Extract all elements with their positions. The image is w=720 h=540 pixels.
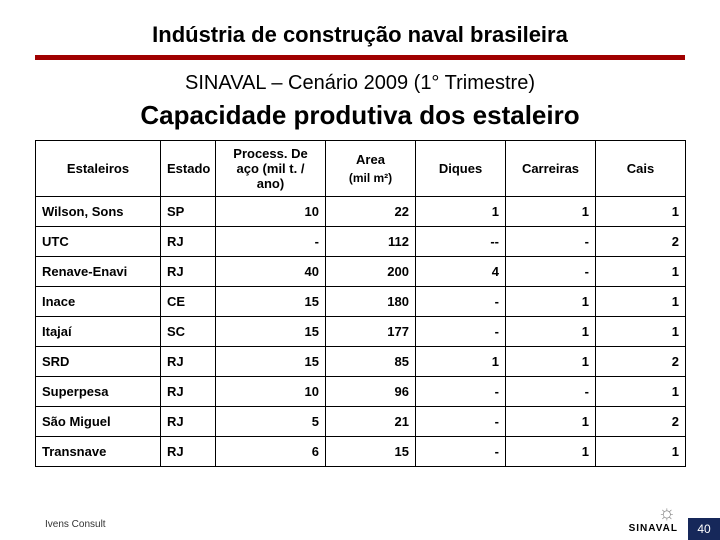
table-cell: 1	[506, 317, 596, 347]
table-row: Renave-EnaviRJ402004-1	[36, 257, 686, 287]
table-cell: -	[416, 437, 506, 467]
capacity-table: Estaleiros Estado Process. De aço (mil t…	[35, 140, 685, 467]
footer-author: Ivens Consult	[45, 519, 106, 530]
table-cell: 1	[596, 437, 686, 467]
table-cell: 15	[326, 437, 416, 467]
table-row: SuperpesaRJ1096--1	[36, 377, 686, 407]
table-cell: 1	[416, 347, 506, 377]
table-row: Wilson, SonsSP1022111	[36, 197, 686, 227]
table-cell: -	[506, 257, 596, 287]
slide-subtitle-2: Capacidade produtiva dos estaleiro	[0, 100, 720, 131]
table-cell: Transnave	[36, 437, 161, 467]
table-cell: 15	[216, 317, 326, 347]
table-cell: 22	[326, 197, 416, 227]
table-cell: 1	[596, 317, 686, 347]
col-estaleiros: Estaleiros	[36, 141, 161, 197]
table-cell: 15	[216, 287, 326, 317]
col-carreiras: Carreiras	[506, 141, 596, 197]
table-cell: -	[416, 287, 506, 317]
table-cell: RJ	[161, 347, 216, 377]
table-cell: 2	[596, 407, 686, 437]
table-cell: 85	[326, 347, 416, 377]
sun-icon: ☼	[658, 502, 676, 525]
table-cell: 1	[506, 407, 596, 437]
table-cell: 180	[326, 287, 416, 317]
table-cell: 15	[216, 347, 326, 377]
table-cell: 1	[416, 197, 506, 227]
table-row: TransnaveRJ615-11	[36, 437, 686, 467]
table-cell: SRD	[36, 347, 161, 377]
slide-title: Indústria de construção naval brasileira	[0, 22, 720, 48]
table-cell: 5	[216, 407, 326, 437]
table-cell: 10	[216, 377, 326, 407]
table-cell: SC	[161, 317, 216, 347]
table-cell: 112	[326, 227, 416, 257]
table-cell: RJ	[161, 377, 216, 407]
table-row: UTCRJ-112---2	[36, 227, 686, 257]
table-cell: -	[416, 317, 506, 347]
table-cell: 10	[216, 197, 326, 227]
table-cell: 4	[416, 257, 506, 287]
col-area: Area (mil m²)	[326, 141, 416, 197]
footer-logo: ☼ SINAVAL	[604, 504, 678, 534]
table-cell: Inace	[36, 287, 161, 317]
table-cell: SP	[161, 197, 216, 227]
col-estado: Estado	[161, 141, 216, 197]
table-cell: 177	[326, 317, 416, 347]
table-cell: 1	[506, 347, 596, 377]
divider-bar	[35, 55, 685, 60]
table-cell: 40	[216, 257, 326, 287]
table-cell: RJ	[161, 407, 216, 437]
table-cell: -	[416, 407, 506, 437]
table-cell: 200	[326, 257, 416, 287]
table-cell: Superpesa	[36, 377, 161, 407]
table-cell: 1	[506, 437, 596, 467]
table-cell: 96	[326, 377, 416, 407]
table-cell: --	[416, 227, 506, 257]
col-cais: Cais	[596, 141, 686, 197]
table-row: ItajaíSC15177-11	[36, 317, 686, 347]
slide-subtitle-1: SINAVAL – Cenário 2009 (1° Trimestre)	[0, 72, 720, 95]
table-row: São MiguelRJ521-12	[36, 407, 686, 437]
table-cell: São Miguel	[36, 407, 161, 437]
table-cell: -	[506, 377, 596, 407]
table-cell: RJ	[161, 227, 216, 257]
table-cell: -	[506, 227, 596, 257]
table-row: InaceCE15180-11	[36, 287, 686, 317]
table-cell: 1	[506, 287, 596, 317]
table-cell: 1	[596, 197, 686, 227]
table-cell: 1	[596, 377, 686, 407]
table-cell: 1	[506, 197, 596, 227]
table-cell: Renave-Enavi	[36, 257, 161, 287]
col-process: Process. De aço (mil t. / ano)	[216, 141, 326, 197]
page-number-badge: 40	[688, 518, 720, 540]
table-cell: 2	[596, 347, 686, 377]
table-cell: 1	[596, 287, 686, 317]
table-row: SRDRJ1585112	[36, 347, 686, 377]
footer-brand: SINAVAL	[629, 523, 678, 534]
table-cell: UTC	[36, 227, 161, 257]
table-header-row: Estaleiros Estado Process. De aço (mil t…	[36, 141, 686, 197]
table-cell: Wilson, Sons	[36, 197, 161, 227]
table-cell: -	[416, 377, 506, 407]
table-cell: 6	[216, 437, 326, 467]
col-diques: Diques	[416, 141, 506, 197]
table-cell: RJ	[161, 437, 216, 467]
table-cell: 21	[326, 407, 416, 437]
table-cell: 1	[596, 257, 686, 287]
table-cell: RJ	[161, 257, 216, 287]
table-cell: 2	[596, 227, 686, 257]
table-cell: Itajaí	[36, 317, 161, 347]
table-cell: -	[216, 227, 326, 257]
table-cell: CE	[161, 287, 216, 317]
